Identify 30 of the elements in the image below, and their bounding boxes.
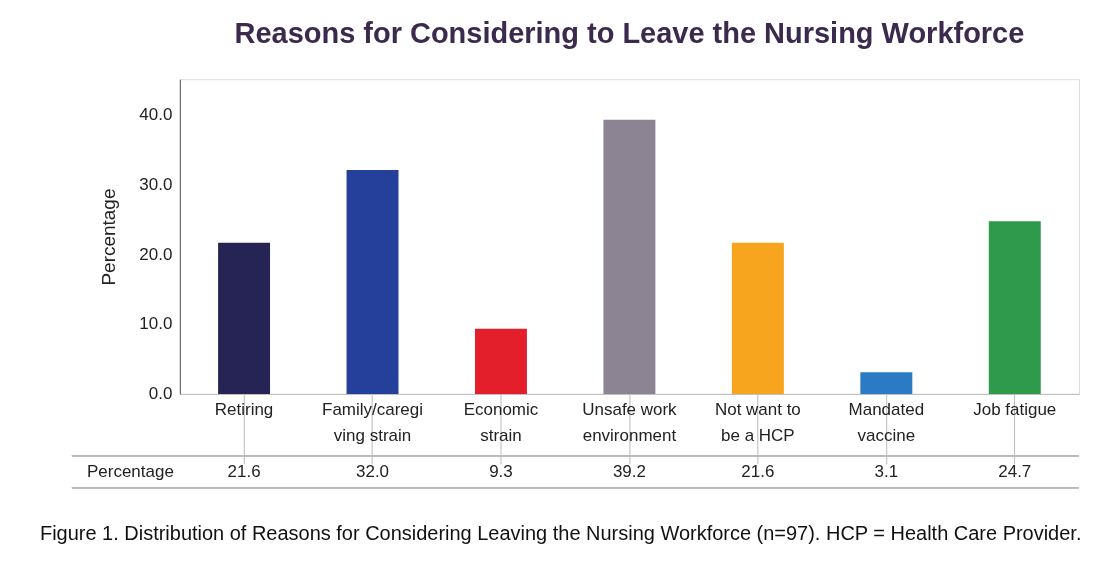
data-label: 9.3 [489, 461, 513, 481]
y-tick-label: 20.0 [139, 244, 173, 264]
bar [731, 242, 784, 394]
y-tick-label: 40.0 [139, 104, 173, 124]
data-label: 3.1 [874, 461, 899, 481]
data-label: 21.6 [227, 461, 261, 481]
bar [475, 328, 527, 394]
x-tick-label: Family/caregiving strain [322, 400, 423, 446]
y-tick-label: 0.0 [148, 384, 173, 404]
bar [860, 372, 913, 394]
data-label: 32.0 [356, 461, 390, 481]
x-tick-label: Unsafe work environment [582, 400, 678, 446]
data-label: 24.7 [998, 461, 1032, 481]
y-tick-label: 30.0 [139, 174, 173, 194]
bar [218, 242, 271, 394]
x-tick-label: Job fatigue [973, 400, 1057, 420]
y-tick-label: 10.0 [139, 314, 173, 334]
x-tick-label: Economic strain [463, 400, 539, 446]
chart-title: Reasons for Considering to Leave the Nursing Workforce [234, 17, 1025, 50]
x-tick-label: Not want to be a HCP [714, 400, 801, 446]
x-tick-label: Retiring [214, 400, 274, 420]
y-axis-title: Percentage [98, 188, 120, 286]
text: Percentage [87, 461, 174, 481]
data-label: 39.2 [612, 461, 646, 481]
bar [603, 119, 656, 394]
bar [346, 170, 399, 394]
data-label: 21.6 [741, 461, 775, 481]
caption: Figure 1. Distribution of Reasons for Considering Leaving the Nursing Workforce (n=97). HCP = Health Care Provider. [39, 521, 1082, 544]
x-tick-label: Mandated vaccine [848, 400, 925, 446]
bar [988, 221, 1041, 394]
